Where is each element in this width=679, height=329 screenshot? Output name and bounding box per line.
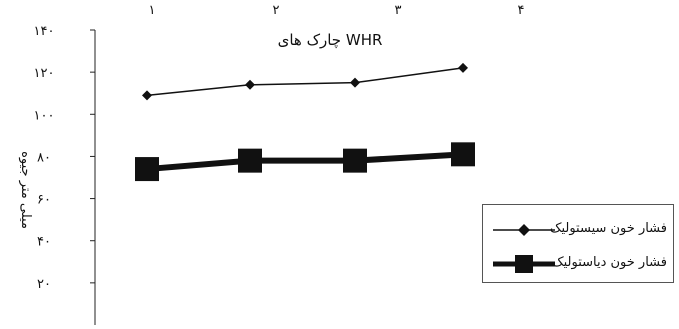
x-ticks: ۱ ۲ ۳ ۴ xyxy=(149,3,525,18)
y-tick-label: ۶۰ xyxy=(37,193,51,208)
legend-swatch-systolic xyxy=(493,224,555,236)
y-tick-label: ۲۰ xyxy=(37,277,51,292)
data-point-systolic xyxy=(245,79,255,90)
y-tick-label: ۱۲۰ xyxy=(34,66,55,81)
x-tick-label: ۱ xyxy=(149,3,156,18)
y-tick-label: ۸۰ xyxy=(37,150,51,165)
legend-label-diastolic: فشار خون دیاستولیک xyxy=(551,255,667,270)
y-tick-label: ۱۰۰ xyxy=(34,108,55,123)
y-ticks: ۱۴۰ ۱۲۰ ۱۰۰ ۸۰ ۶۰ ۴۰ ۲۰ xyxy=(34,24,95,292)
x-tick-label: ۴ xyxy=(518,3,525,18)
series-layer xyxy=(135,62,475,182)
data-point-systolic xyxy=(142,90,152,101)
data-point-diastolic xyxy=(451,142,475,167)
legend-item-systolic: فشار خون سیستولیک xyxy=(483,217,673,243)
legend: فشار خون سیستولیک فشار خون دیاستولیک xyxy=(482,204,674,283)
series-line-0 xyxy=(146,67,464,97)
y-tick-label: ۱۴۰ xyxy=(34,24,55,39)
data-point-systolic xyxy=(350,77,360,88)
data-point-systolic xyxy=(458,62,468,73)
data-point-diastolic xyxy=(238,148,262,173)
x-axis-title: چارک های WHR xyxy=(278,31,383,49)
y-tick-label: ۴۰ xyxy=(37,235,51,250)
x-tick-label: ۲ xyxy=(273,3,280,18)
series-line-1 xyxy=(146,151,464,173)
legend-label-systolic: فشار خون سیستولیک xyxy=(549,221,667,236)
x-tick-label: ۳ xyxy=(395,3,402,18)
data-point-diastolic xyxy=(135,157,159,182)
y-axis-title: میلی متر جیوه xyxy=(18,151,33,229)
data-point-diastolic xyxy=(343,148,367,173)
legend-item-diastolic: فشار خون دیاستولیک xyxy=(483,251,673,277)
legend-swatch-diastolic xyxy=(493,255,555,273)
